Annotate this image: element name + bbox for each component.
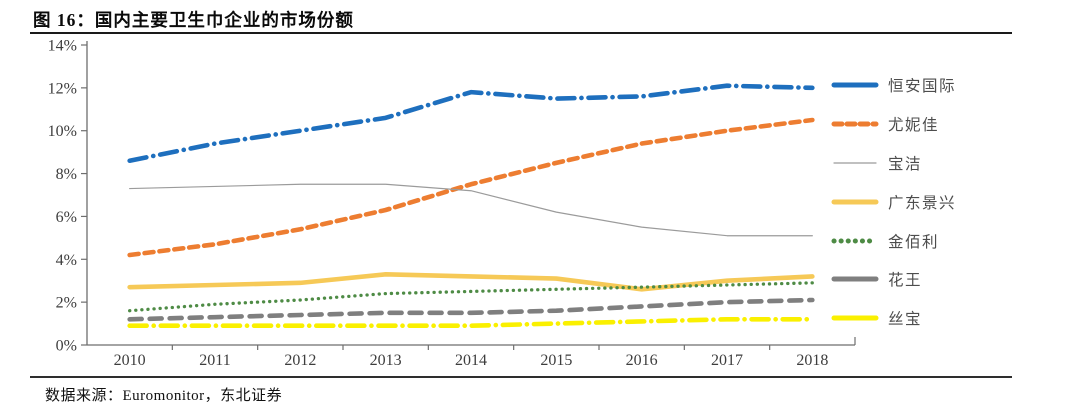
y-tick-label: 4% xyxy=(56,252,77,269)
y-tick-label: 14% xyxy=(48,38,77,55)
legend-label: 花王 xyxy=(888,272,923,290)
x-tick-label: 2014 xyxy=(455,352,487,369)
legend-item: 尤妮佳 xyxy=(831,105,1066,144)
series-line xyxy=(127,83,815,164)
legend-item: 花王 xyxy=(831,260,1066,299)
legend-marker-line xyxy=(831,82,879,88)
figure-title: 图 16：国内主要卫生巾企业的市场份额 xyxy=(33,10,354,30)
x-tick-label: 2013 xyxy=(370,352,402,369)
y-tick-label: 8% xyxy=(56,166,77,183)
legend-label: 广东景兴 xyxy=(888,194,957,212)
chart-legend: 恒安国际尤妮佳宝洁广东景兴金佰利花王丝宝 xyxy=(831,66,1066,338)
x-tick-label: 2016 xyxy=(626,352,658,369)
legend-marker-line xyxy=(833,162,877,164)
legend-item: 金佰利 xyxy=(831,221,1066,260)
legend-label: 宝洁 xyxy=(888,155,923,173)
x-tick-label: 2017 xyxy=(711,352,743,369)
x-tick-label: 2011 xyxy=(199,352,230,369)
y-tick-label: 2% xyxy=(56,295,77,312)
legend-marker-line xyxy=(831,238,879,244)
series-line xyxy=(127,271,815,292)
legend-label: 尤妮佳 xyxy=(888,117,940,135)
y-tick-label: 0% xyxy=(56,338,77,355)
series-line xyxy=(129,183,813,237)
legend-label: 金佰利 xyxy=(888,233,940,251)
legend-marker-line xyxy=(831,121,879,127)
legend-item: 广东景兴 xyxy=(831,182,1066,221)
legend-label: 丝宝 xyxy=(888,311,923,329)
x-tick-label: 2018 xyxy=(796,352,828,369)
series-line xyxy=(127,117,815,258)
legend-marker-line xyxy=(831,276,879,282)
legend-marker-line xyxy=(831,315,879,321)
x-tick-label: 2012 xyxy=(284,352,316,369)
footer-rule xyxy=(30,376,1012,378)
legend-item: 丝宝 xyxy=(831,299,1066,338)
legend-label: 恒安国际 xyxy=(888,78,957,96)
x-tick-label: 2010 xyxy=(114,352,146,369)
data-source: 数据来源：Euromonitor，东北证券 xyxy=(45,388,283,404)
title-underline xyxy=(30,32,1012,34)
y-tick-label: 10% xyxy=(48,123,77,140)
legend-item: 宝洁 xyxy=(831,144,1066,183)
series-line xyxy=(127,297,815,322)
y-tick-label: 12% xyxy=(48,80,77,97)
series-line xyxy=(128,281,814,313)
legend-item: 恒安国际 xyxy=(831,66,1066,105)
x-tick-label: 2015 xyxy=(540,352,572,369)
series-line xyxy=(127,316,815,329)
legend-marker-line xyxy=(831,199,879,205)
y-tick-label: 6% xyxy=(56,209,77,226)
